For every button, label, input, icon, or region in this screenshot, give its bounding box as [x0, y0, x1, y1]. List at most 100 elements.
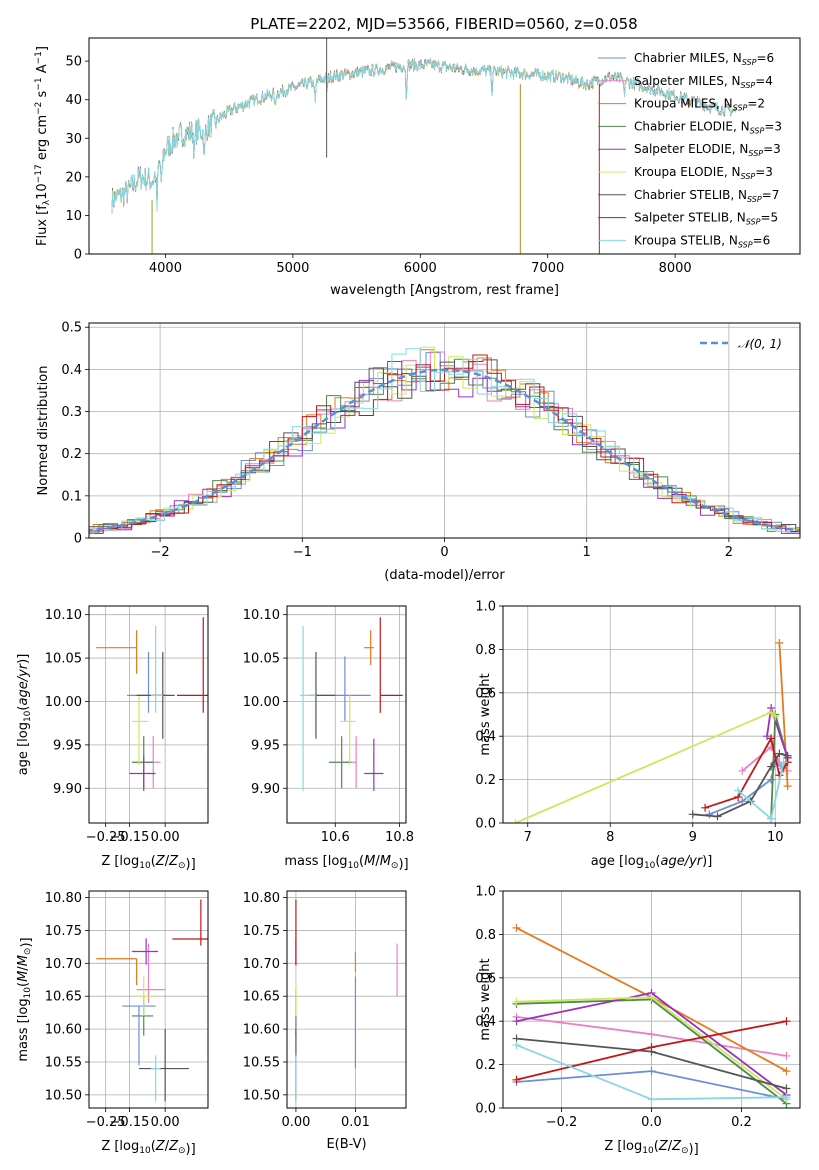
y-tick-label: 0.6	[475, 971, 496, 986]
weight-marker	[767, 762, 776, 771]
y-tick-label: 9.95	[53, 738, 82, 753]
y-tick-label: 0.1	[61, 489, 82, 504]
weight-marker	[647, 1095, 656, 1104]
mass-vs-Z-frame	[88, 890, 209, 1109]
spectrum-axes: 4000 5000 6000 7000 8000 0 10 20 30 40 50 wavelengt…	[34, 46, 692, 298]
legend-entry: Kroupa MILES, NSSP=2	[634, 97, 765, 113]
weight-marker	[701, 803, 710, 812]
mass-weight-vs-Z-lines	[512, 923, 791, 1108]
legend-entry: Chabrier STELIB, NSSP=7	[634, 188, 779, 204]
legend-entry: 𝒩(0, 1)	[738, 337, 782, 351]
y-tick-label: 0.4	[475, 730, 496, 745]
age-vs-Z-frame	[88, 605, 209, 824]
spectrum-frame	[88, 37, 801, 255]
weight-vs-age-x-label: age [log10(age/yr)]	[591, 854, 713, 871]
x-tick-label: −0.25	[86, 830, 126, 845]
y-tick-label: 10.50	[243, 1088, 280, 1103]
histogram-salpeter-stelib	[89, 354, 800, 534]
figure-title: PLATE=2202, MJD=53566, FIBERID=0560, z=0…	[250, 15, 637, 33]
weight-marker	[738, 797, 747, 806]
residuals-x-label: (data-model)/error	[384, 568, 505, 583]
y-tick-label: 0.2	[475, 1058, 496, 1073]
y-tick-label: 10.05	[45, 652, 82, 667]
normal-reference-curve	[89, 368, 800, 532]
legend-entry: Kroupa STELIB, NSSP=6	[634, 233, 770, 249]
y-tick-label: 10.60	[243, 1023, 280, 1038]
mass-vs-EBV-axes: 0.00 0.01 10.50 10.55 10.60 10.65 10.70 10.75 10…	[243, 891, 406, 1152]
y-tick-label: 9.95	[251, 738, 280, 753]
x-tick-label: 9	[689, 830, 697, 845]
x-tick-label: 8	[606, 830, 614, 845]
y-tick-label: 10.75	[45, 924, 82, 939]
y-tick-label: 0.6	[475, 686, 496, 701]
mass-weight-vs-Z-frame	[502, 890, 801, 1109]
x-tick-label: 0	[440, 545, 448, 560]
age-vs-Z-axes: −0.25−0.15 0.00 9.90 9.95 10.00 10.05 10.10 Z […	[16, 606, 208, 872]
weight-marker	[782, 1017, 791, 1026]
x-tick-label: −0.15	[110, 1115, 150, 1130]
mass-vs-Z-x-label: Z [log10(Z/Z⊙)]	[101, 1139, 195, 1157]
y-tick-label: 0.3	[61, 405, 82, 420]
y-tick-label: 10.00	[45, 695, 82, 710]
spectrum-y-label: Flux [fλ10−17 erg cm−2 s−1 A−1]	[34, 46, 52, 246]
y-tick-label: 0.8	[475, 928, 496, 943]
histogram-chabrier-stelib	[89, 359, 800, 532]
histogram-steps	[89, 346, 800, 535]
x-tick-label: 0.0	[641, 1115, 662, 1130]
weight-vs-age-y-label: mass weight	[478, 673, 493, 755]
x-tick-label: 7	[524, 830, 532, 845]
y-tick-label: 10.55	[45, 1055, 82, 1070]
y-tick-label: 10.50	[45, 1088, 82, 1103]
x-tick-label: 0.00	[281, 1115, 310, 1130]
y-tick-label: 10.70	[243, 957, 280, 972]
y-tick-label: 40	[65, 93, 82, 108]
residuals-axes: −2 −1 0 1 2 0 0.1 0.2 0.3 0.4 0.5 (data-model)/erro…	[36, 321, 800, 583]
y-tick-label: 0.4	[475, 1015, 496, 1030]
weight-marker	[782, 1084, 791, 1093]
y-tick-label: 0.8	[475, 643, 496, 658]
y-tick-label: 20	[65, 170, 82, 185]
mass-vs-Z-axes: −0.25−0.15 0.00 10.50 10.55 10.60 10.65 10.70 1…	[16, 891, 208, 1157]
weight-marker	[512, 997, 521, 1006]
legend-entry: Salpeter ELODIE, NSSP=3	[634, 142, 781, 158]
y-tick-label: 50	[65, 55, 82, 70]
y-tick-label: 10.05	[243, 652, 280, 667]
y-tick-label: 10.55	[243, 1055, 280, 1070]
x-tick-label: 6000	[404, 261, 437, 276]
y-tick-label: 30	[65, 132, 82, 147]
y-tick-label: 0.2	[475, 773, 496, 788]
mass-vs-Z-errorbars	[96, 899, 208, 1102]
weight-marker	[782, 1051, 791, 1060]
mass-weight-vs-age-axes: 7 8 9 10 0.0 0.2 0.4 0.6 0.8 1.0 age [log10(age/yr…	[475, 600, 800, 871]
weight-marker	[512, 1017, 521, 1026]
mass-weight-vs-age-frame	[502, 605, 801, 824]
age-vs-Z-errorbars	[96, 617, 208, 791]
x-tick-label: 0.00	[151, 830, 180, 845]
legend-entry: Salpeter MILES, NSSP=4	[634, 74, 773, 90]
weight-marker	[782, 1067, 791, 1076]
y-tick-label: 10.70	[45, 957, 82, 972]
weight-vs-Z-y-label: mass weight	[478, 958, 493, 1040]
y-tick-label: 0.0	[475, 817, 496, 832]
spectrum-kroupa-stelib	[111, 57, 737, 215]
weight-marker	[775, 749, 784, 758]
residuals-y-label: Normed distribution	[36, 366, 51, 496]
weight-marker	[738, 766, 747, 775]
x-tick-label: 10	[767, 830, 784, 845]
age-vs-mass-axes: 10.6 10.8 9.90 9.95 10.00 10.05 10.10 mass [log…	[243, 606, 414, 872]
y-tick-label: 10.65	[243, 990, 280, 1005]
legend-entry: Salpeter STELIB, NSSP=5	[634, 211, 778, 227]
mass-weight-vs-age-lines	[511, 638, 792, 823]
weight-marker	[767, 708, 776, 717]
y-tick-label: 10.60	[45, 1023, 82, 1038]
weight-marker	[512, 1075, 521, 1084]
age-vs-mass-errorbars	[299, 617, 403, 791]
spectrum-legend: Chabrier MILES, NSSP=6 Salpeter MILES, NS…	[598, 51, 782, 249]
weight-marker	[511, 819, 520, 823]
weight-marker	[647, 1043, 656, 1052]
y-tick-label: 10.10	[243, 608, 280, 623]
legend-entry: Kroupa ELODIE, NSSP=3	[634, 165, 773, 181]
x-tick-label: 4000	[149, 261, 182, 276]
mass-vs-Z-y-label: mass [log10(M/M⊙)]	[16, 937, 34, 1061]
